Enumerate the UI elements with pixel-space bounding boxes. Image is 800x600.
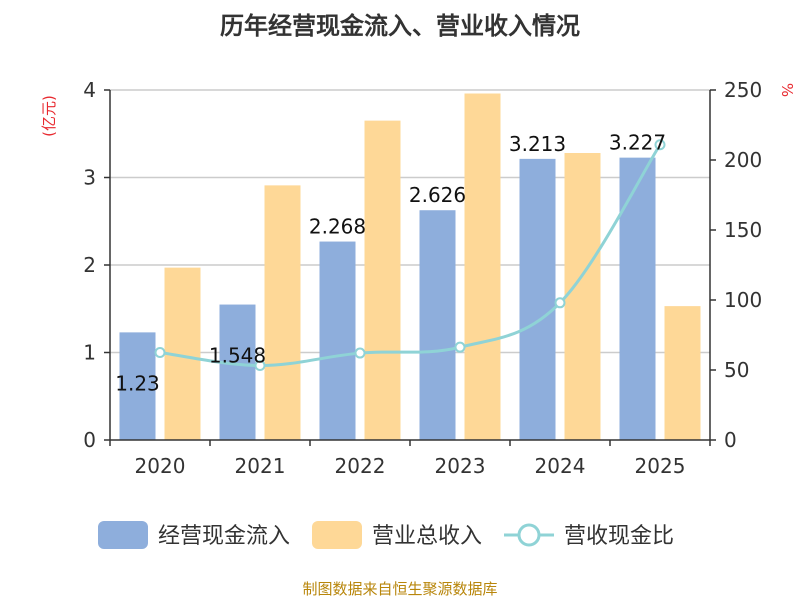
bar-cash-inflow [119,332,156,440]
x-tick-label: 2024 [535,454,586,478]
legend-swatch-cash-inflow [98,521,148,549]
legend-label: 经营现金流入 [158,524,290,549]
line-point [154,347,166,358]
bar-cash-inflow [619,157,656,440]
data-source-note: 制图数据来自恒生聚源数据库 [302,580,498,598]
y-left-tick-label: 2 [83,253,96,277]
bar-revenue [564,153,601,440]
x-tick-label: 2021 [235,454,286,478]
y-left-tick-label: 0 [83,428,96,452]
data-label: 2.268 [309,215,366,239]
y-left-unit: (亿元) [40,95,58,137]
y-right-unit: % [778,83,796,97]
legend-swatch-marker [517,523,541,547]
y-right-tick-label: 250 [724,78,762,102]
bar-cash-inflow [219,304,256,440]
line-point [554,297,566,309]
y-right-tick-label: 50 [724,358,749,382]
chart-title: 历年经营现金流入、营业收入情况 [220,12,580,40]
legend-swatch-revenue [312,521,362,549]
bar-revenue [664,306,701,440]
bar-cash-inflow [419,210,456,440]
line-point [254,360,266,372]
bar-revenue [364,120,401,440]
y-right-tick-label: 100 [724,288,762,312]
x-tick-label: 2022 [335,454,386,478]
data-label: 3.213 [509,132,566,156]
y-right-tick-label: 200 [724,148,762,172]
x-tick-label: 2023 [435,454,486,478]
data-label: 3.227 [609,131,666,155]
legend-label: 营收现金比 [564,524,674,549]
y-left-tick-label: 3 [83,166,96,190]
line-point [654,139,666,151]
y-right-tick-label: 150 [724,218,762,242]
legend-label: 营业总收入 [372,524,482,549]
line-point [454,341,466,353]
bar-revenue [264,185,301,440]
x-tick-label: 2025 [635,454,686,478]
line-point [354,347,366,359]
bar-cash-inflow [319,241,356,440]
bar-revenue [464,93,501,440]
y-left-tick-label: 4 [83,78,96,102]
x-tick-label: 2020 [135,454,186,478]
data-label: 2.626 [409,183,466,207]
y-left-tick-label: 1 [83,341,96,365]
y-right-tick-label: 0 [724,428,737,452]
data-label: 1.548 [209,344,266,368]
data-label: 1.23 [115,371,160,395]
line-cash-ratio [159,143,662,368]
bar-cash-inflow [519,158,556,441]
